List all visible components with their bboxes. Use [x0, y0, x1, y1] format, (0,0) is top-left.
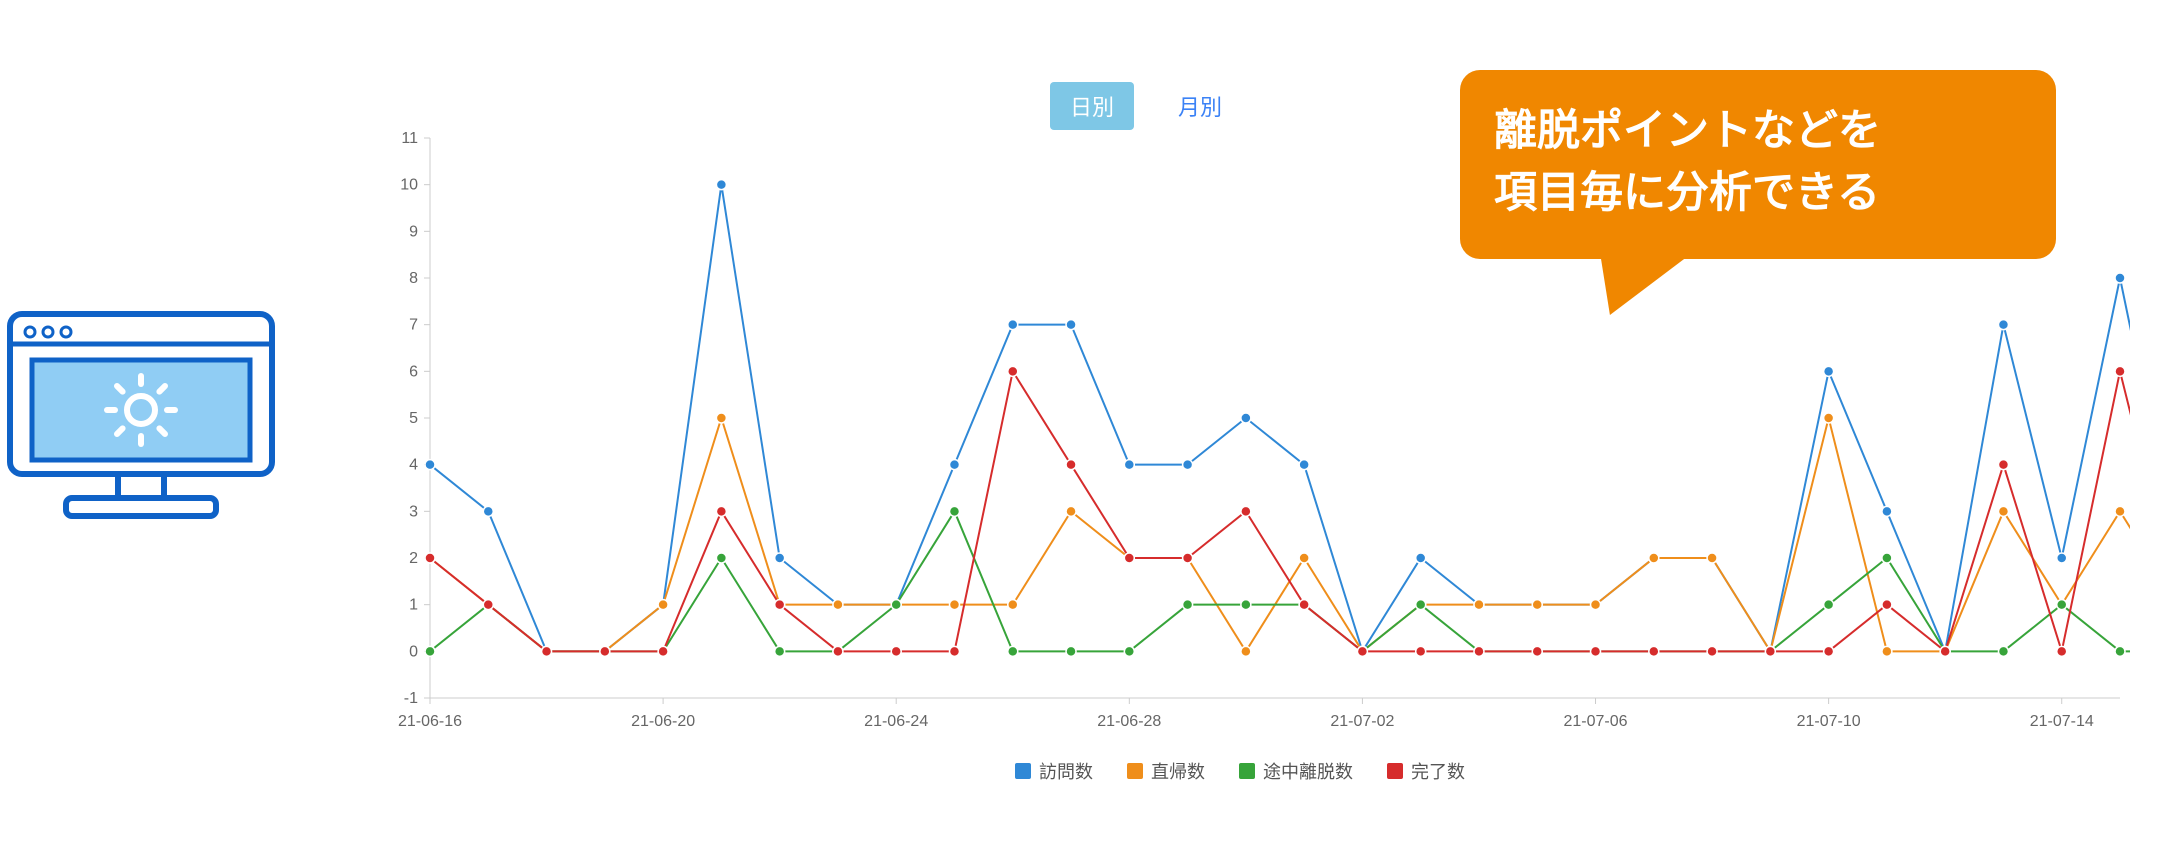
- svg-text:11: 11: [401, 130, 418, 147]
- legend-item[interactable]: 直帰数: [1127, 758, 1205, 784]
- svg-text:-1: -1: [404, 690, 418, 707]
- metrics-line-chart: -1 0 1 2 3 4 5 6 7 8 9 10 11 21-06-16 21-06-20 21-06-24…: [370, 128, 2130, 728]
- legend-swatch: [1015, 763, 1031, 779]
- chart-legend: 訪問数 直帰数 途中離脱数 完了数: [380, 758, 2100, 784]
- svg-text:21-06-28: 21-06-28: [1097, 713, 1161, 728]
- svg-text:6: 6: [409, 363, 418, 380]
- svg-text:1: 1: [409, 597, 418, 614]
- period-toggle-monthly[interactable]: 月別: [1158, 82, 1242, 130]
- svg-text:2: 2: [409, 550, 418, 567]
- legend-item[interactable]: 訪問数: [1015, 758, 1093, 784]
- legend-label: 完了数: [1411, 758, 1465, 784]
- period-toggle-daily[interactable]: 日別: [1050, 82, 1134, 130]
- svg-text:0: 0: [409, 643, 418, 660]
- svg-text:21-07-02: 21-07-02: [1330, 713, 1394, 728]
- legend-item[interactable]: 途中離脱数: [1239, 758, 1353, 784]
- svg-text:8: 8: [409, 270, 418, 287]
- svg-text:21-07-10: 21-07-10: [1797, 713, 1861, 728]
- legend-swatch: [1127, 763, 1143, 779]
- svg-text:21-07-14: 21-07-14: [2030, 713, 2094, 728]
- svg-text:7: 7: [409, 317, 418, 334]
- legend-label: 途中離脱数: [1263, 758, 1353, 784]
- svg-text:21-06-20: 21-06-20: [631, 713, 695, 728]
- svg-text:10: 10: [400, 177, 418, 194]
- legend-swatch: [1239, 763, 1255, 779]
- svg-text:21-07-06: 21-07-06: [1563, 713, 1627, 728]
- svg-text:5: 5: [409, 410, 418, 427]
- computer-illustration: [6, 310, 276, 530]
- svg-text:21-06-24: 21-06-24: [864, 713, 928, 728]
- legend-label: 訪問数: [1039, 758, 1093, 784]
- svg-text:3: 3: [409, 503, 418, 520]
- legend-label: 直帰数: [1151, 758, 1205, 784]
- svg-text:4: 4: [409, 457, 418, 474]
- legend-swatch: [1387, 763, 1403, 779]
- legend-item[interactable]: 完了数: [1387, 758, 1465, 784]
- svg-text:9: 9: [409, 223, 418, 240]
- period-toggle: 日別 月別: [1050, 82, 1242, 130]
- svg-text:21-06-16: 21-06-16: [398, 713, 462, 728]
